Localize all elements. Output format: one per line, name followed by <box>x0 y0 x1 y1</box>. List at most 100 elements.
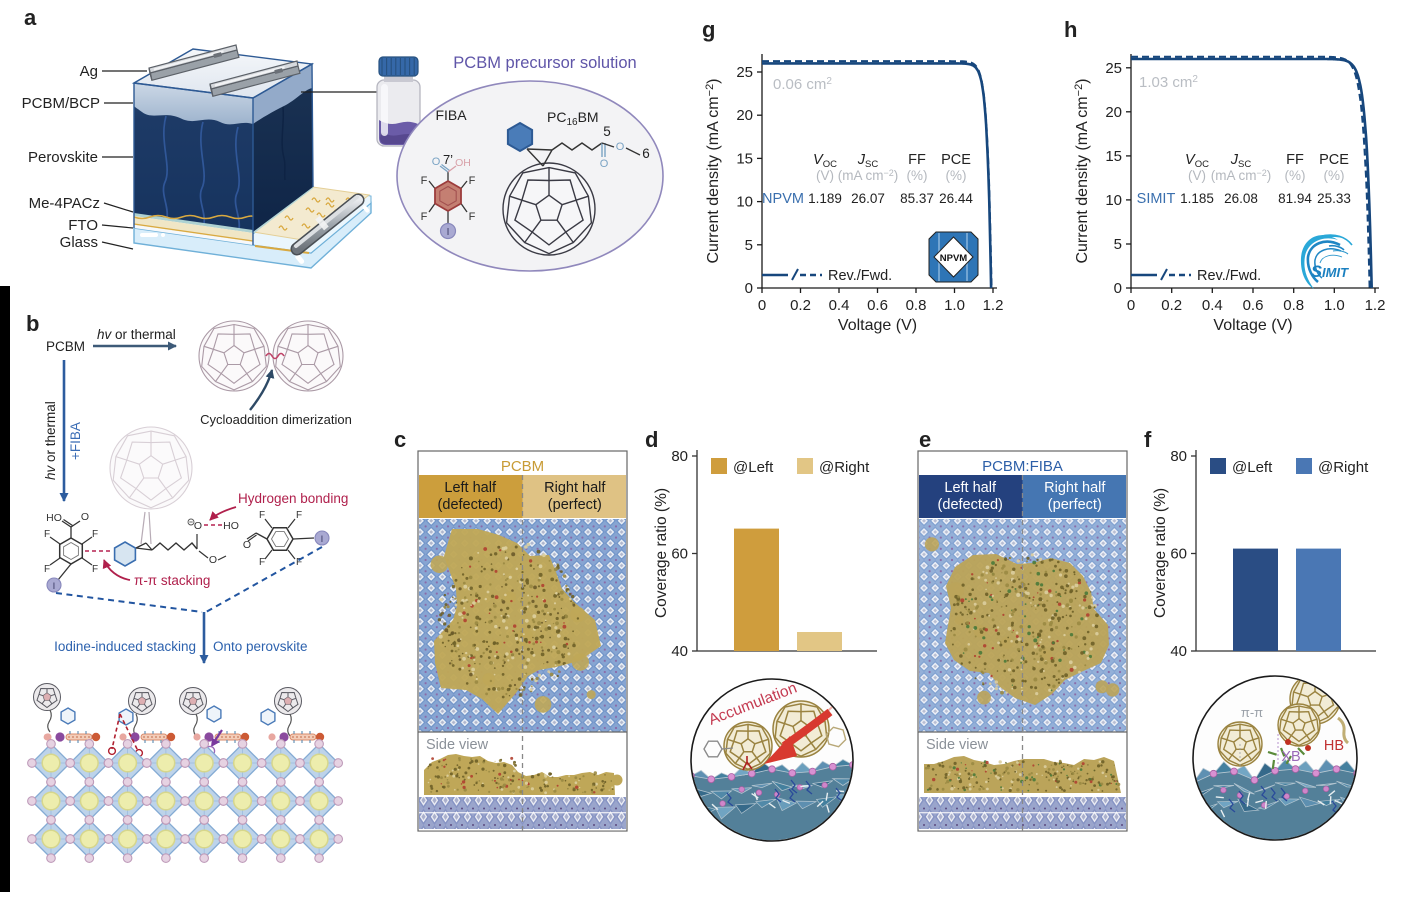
svg-text:1.0: 1.0 <box>1324 297 1345 314</box>
svg-text:(mA cm−2): (mA cm−2) <box>838 168 899 183</box>
svg-text:0.6: 0.6 <box>1243 297 1264 314</box>
svg-text:5: 5 <box>745 237 753 254</box>
svg-text:PCBM: PCBM <box>501 458 544 475</box>
svg-text:80: 80 <box>671 448 688 465</box>
svg-text:26.07: 26.07 <box>851 191 885 206</box>
svg-text:O: O <box>432 156 441 168</box>
svg-text:25: 25 <box>736 64 753 81</box>
svg-text:15: 15 <box>1105 148 1122 165</box>
svg-text:(%): (%) <box>946 168 967 183</box>
svg-text:Onto perovskite: Onto perovskite <box>213 639 308 654</box>
svg-text:Side view: Side view <box>426 737 489 753</box>
svg-text:80: 80 <box>1170 448 1187 465</box>
svg-text:0.4: 0.4 <box>1202 297 1223 314</box>
svg-text:OH: OH <box>455 157 471 169</box>
svg-text:F: F <box>259 510 265 521</box>
svg-text:hv or thermal: hv or thermal <box>43 401 58 480</box>
svg-text:Hydrogen bonding: Hydrogen bonding <box>238 491 348 506</box>
svg-text:F: F <box>421 175 428 187</box>
svg-text:PCBM/BCP: PCBM/BCP <box>22 95 100 112</box>
svg-text:F: F <box>421 211 428 223</box>
svg-text:(%): (%) <box>1285 168 1306 183</box>
svg-text:Rev./Fwd.: Rev./Fwd. <box>828 268 892 284</box>
svg-text:π-π: π-π <box>1241 705 1263 720</box>
svg-text:@Right: @Right <box>1318 459 1369 476</box>
svg-text:VOC: VOC <box>813 152 837 170</box>
svg-text:c: c <box>394 427 406 452</box>
svg-text:Coverage ratio (%): Coverage ratio (%) <box>1152 488 1169 618</box>
svg-text:(V): (V) <box>1188 168 1206 183</box>
svg-text:Current density (mA cm−2): Current density (mA cm−2) <box>704 78 722 263</box>
svg-text:0.8: 0.8 <box>906 297 927 314</box>
svg-text:1.185: 1.185 <box>1180 191 1214 206</box>
svg-text:5: 5 <box>603 124 611 139</box>
svg-text:1.2: 1.2 <box>983 297 1004 314</box>
svg-text:0: 0 <box>745 280 753 297</box>
svg-text:(mA cm−2): (mA cm−2) <box>1211 168 1272 183</box>
svg-text:π-π stacking: π-π stacking <box>134 573 210 588</box>
svg-text:Cycloaddition dimerization: Cycloaddition dimerization <box>200 412 352 427</box>
svg-text:HO: HO <box>46 512 62 524</box>
svg-text:F: F <box>92 529 98 540</box>
svg-text:20: 20 <box>736 107 753 124</box>
svg-text:85.37: 85.37 <box>900 191 934 206</box>
svg-text:b: b <box>26 311 39 336</box>
svg-text:Current density (mA cm−2): Current density (mA cm−2) <box>1073 78 1091 263</box>
svg-text:@Left: @Left <box>733 459 774 476</box>
svg-text:Rev./Fwd.: Rev./Fwd. <box>1197 268 1261 284</box>
svg-text:PCBM precursor solution: PCBM precursor solution <box>453 54 636 72</box>
svg-text:@Right: @Right <box>819 459 870 476</box>
svg-text:Me-4PACz: Me-4PACz <box>29 195 100 212</box>
svg-text:(perfect): (perfect) <box>548 497 602 513</box>
svg-text:26.08: 26.08 <box>1224 191 1258 206</box>
svg-text:HO: HO <box>223 520 239 532</box>
svg-text:g: g <box>702 17 715 42</box>
svg-text:(defected): (defected) <box>938 497 1003 513</box>
svg-text:HB: HB <box>1324 738 1344 754</box>
svg-text:PCE: PCE <box>941 152 971 168</box>
svg-text:NPVM: NPVM <box>940 253 968 264</box>
svg-text:0.4: 0.4 <box>829 297 850 314</box>
svg-text:@Left: @Left <box>1232 459 1273 476</box>
svg-text:F: F <box>296 510 302 521</box>
svg-text:0: 0 <box>1114 280 1122 297</box>
svg-text:SIMIT: SIMIT <box>1311 263 1349 281</box>
svg-text:(%): (%) <box>907 168 928 183</box>
svg-text:10: 10 <box>1105 192 1122 209</box>
svg-text:O: O <box>81 511 89 523</box>
svg-text:JSC: JSC <box>857 152 879 170</box>
svg-text:PC16BM: PC16BM <box>547 109 599 128</box>
svg-text:25.33: 25.33 <box>1317 191 1351 206</box>
svg-text:SIMIT: SIMIT <box>1137 191 1176 207</box>
svg-text:Coverage ratio (%): Coverage ratio (%) <box>653 488 670 618</box>
svg-text:F: F <box>92 564 98 575</box>
svg-text:e: e <box>919 427 931 452</box>
svg-text:O: O <box>600 158 609 170</box>
svg-text:7’: 7’ <box>443 152 453 167</box>
svg-text:1.189: 1.189 <box>808 191 842 206</box>
svg-text:FF: FF <box>1286 152 1304 168</box>
svg-text:Ag: Ag <box>80 63 98 80</box>
svg-text:Voltage (V): Voltage (V) <box>1213 317 1292 334</box>
svg-text:0.2: 0.2 <box>790 297 811 314</box>
svg-text:40: 40 <box>1170 643 1187 660</box>
svg-text:(perfect): (perfect) <box>1048 497 1102 513</box>
svg-text:20: 20 <box>1105 104 1122 121</box>
svg-text:6: 6 <box>642 146 650 161</box>
svg-text:Right half: Right half <box>544 480 606 496</box>
svg-text:f: f <box>1144 427 1152 452</box>
svg-text:F: F <box>44 529 50 540</box>
svg-text:FTO: FTO <box>68 217 98 234</box>
svg-text:a: a <box>24 5 37 30</box>
svg-text:Side view: Side view <box>926 737 989 753</box>
svg-text:O: O <box>616 141 625 153</box>
svg-text:(defected): (defected) <box>438 497 503 513</box>
svg-text:O: O <box>243 539 251 551</box>
svg-text:JSC: JSC <box>1230 152 1252 170</box>
svg-text:PCBM:FIBA: PCBM:FIBA <box>982 458 1063 475</box>
svg-text:F: F <box>259 557 265 568</box>
svg-text:40: 40 <box>671 643 688 660</box>
svg-text:hv or thermal: hv or thermal <box>97 327 176 342</box>
svg-text:0.06 cm2: 0.06 cm2 <box>773 76 832 93</box>
svg-text:26.44: 26.44 <box>939 191 973 206</box>
